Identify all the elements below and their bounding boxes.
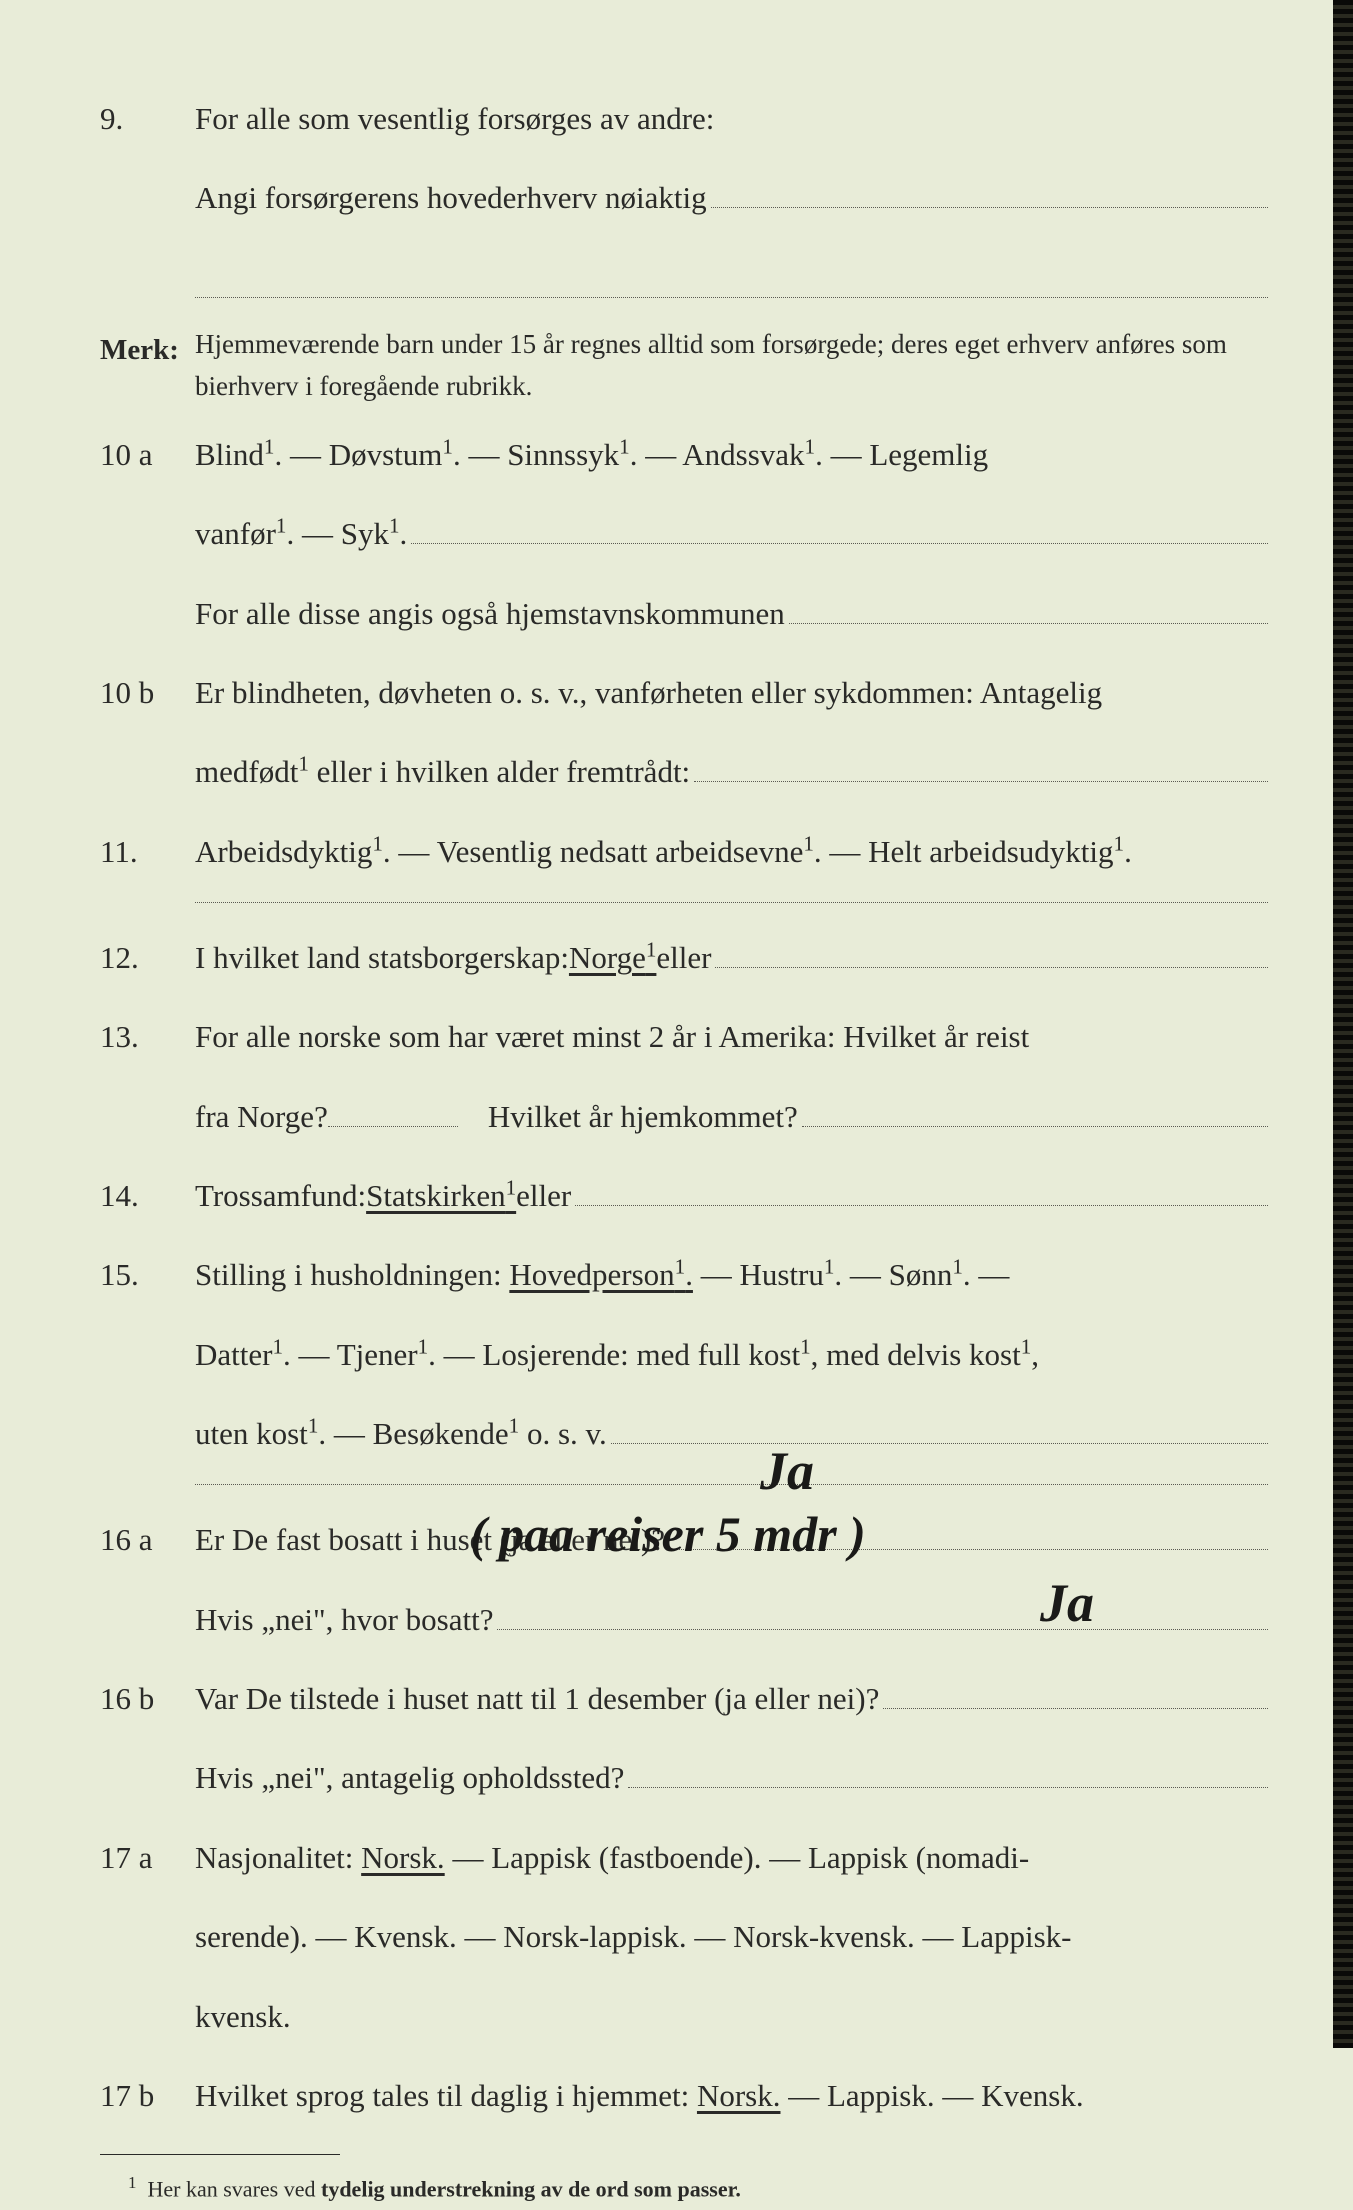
q16b-line1: Var De tilstede i huset natt til 1 desem… <box>195 1670 879 1727</box>
q15-row3: uten kost1. — Besøkende1 o. s. v. <box>100 1405 1268 1462</box>
q9-line1: For alle som vesentlig forsørges av andr… <box>195 90 1268 147</box>
q10b-row2: medfødt1 eller i hvilken alder fremtrådt… <box>100 743 1268 800</box>
q16b-num: 16 b <box>100 1670 195 1727</box>
q17a-text-a: Nasjonalitet: <box>195 1840 361 1875</box>
q9-row2: Angi forsørgerens hovederhverv nøiaktig <box>100 169 1268 226</box>
q17a-row2: serende). — Kvensk. — Norsk-lappisk. — N… <box>100 1908 1268 1965</box>
q15-text-a: Stilling i husholdningen: <box>195 1257 509 1292</box>
q10a-num: 10 a <box>100 426 195 483</box>
q10a-fill[interactable] <box>411 507 1268 544</box>
q16a-fill2[interactable] <box>497 1593 1268 1630</box>
q15-row2: Datter1. — Tjener1. — Losjerende: med fu… <box>100 1326 1268 1383</box>
q14-num: 14. <box>100 1167 195 1224</box>
q17b-u: Norsk. <box>697 2078 781 2113</box>
footnote-rule <box>100 2154 340 2155</box>
q17a-text-b: — Lappisk (fastboende). — Lappisk (nomad… <box>445 1840 1030 1875</box>
q10a-row2: vanfør1. — Syk1. <box>100 505 1268 562</box>
q16b-handwritten-ja: Ja <box>1040 1554 1094 1654</box>
q17b-text-a: Hvilket sprog tales til daglig i hjemmet… <box>195 2078 697 2113</box>
q17a-row3: kvensk. <box>100 1988 1268 2045</box>
footnote-text-a: Her kan svares ved <box>148 2177 322 2202</box>
footnote-bold: tydelig understrekning av de ord som pas… <box>321 2177 741 2202</box>
q10a-line3: For alle disse angis også hjemstavnskomm… <box>195 585 785 642</box>
footnote: 1 Her kan svares ved tydelig understrekn… <box>100 2167 1268 2210</box>
q16b-fill2[interactable] <box>628 1751 1268 1788</box>
merk-label: Merk: <box>100 324 195 408</box>
q16b-row2: Hvis „nei", antagelig opholdssted? <box>100 1749 1268 1806</box>
q11-sep <box>195 902 1268 903</box>
q12-text-a: I hvilket land statsborgerskap: <box>195 929 569 986</box>
q15-sep <box>195 1484 1268 1485</box>
q10a: 10 a Blind1. — Døvstum1. — Sinnssyk1. — … <box>100 426 1268 483</box>
perforated-edge <box>1333 0 1353 2048</box>
q16b-line2: Hvis „nei", antagelig opholdssted? <box>195 1749 624 1806</box>
q11-num: 11. <box>100 823 195 880</box>
q13-fill2[interactable] <box>802 1090 1268 1127</box>
q15-text-b: — Hustru1. — Sønn1. — <box>693 1257 1009 1292</box>
q13: 13. For alle norske som har været minst … <box>100 1008 1268 1065</box>
q17a-line2: serende). — Kvensk. — Norsk-lappisk. — N… <box>195 1908 1268 1965</box>
q10a-opts: Blind1. — Døvstum1. — Sinnssyk1. — Andss… <box>195 426 1268 483</box>
q13-num: 13. <box>100 1008 195 1065</box>
q15: 15. Stilling i husholdningen: Hovedperso… <box>100 1246 1268 1303</box>
q12-text-b: eller <box>656 929 711 986</box>
q11: 11. Arbeidsdyktig1. — Vesentlig nedsatt … <box>100 823 1268 880</box>
q17b: 17 b Hvilket sprog tales til daglig i hj… <box>100 2067 1268 2124</box>
q14-text-a: Trossamfund: <box>195 1167 366 1224</box>
q17a-line3: kvensk. <box>195 1988 1268 2045</box>
q15-fill[interactable] <box>611 1407 1268 1444</box>
q10b-line1: Er blindheten, døvheten o. s. v., vanfør… <box>195 664 1268 721</box>
q13-row2: fra Norge? Hvilket år hjemkommet? <box>100 1088 1268 1145</box>
q13-line1: For alle norske som har været minst 2 år… <box>195 1008 1268 1065</box>
q12: 12. I hvilket land statsborgerskap: Norg… <box>100 929 1268 986</box>
q13-line2a: fra Norge? <box>195 1088 328 1145</box>
q14-u: Statskirken1 <box>366 1167 516 1224</box>
q15-line2: Datter1. — Tjener1. — Losjerende: med fu… <box>195 1326 1268 1383</box>
footnote-marker: 1 <box>128 2173 137 2192</box>
q15-num: 15. <box>100 1246 195 1303</box>
q9-num: 9. <box>100 90 195 147</box>
q10a-line2a: vanfør1. — Syk1. <box>195 505 407 562</box>
q10a-fill2[interactable] <box>789 586 1268 623</box>
q14-fill[interactable] <box>575 1169 1268 1206</box>
q12-num: 12. <box>100 929 195 986</box>
q10b-line2: medfødt1 eller i hvilken alder fremtrådt… <box>195 743 690 800</box>
q9-blankline[interactable] <box>195 249 1268 299</box>
q12-fill[interactable] <box>715 931 1268 968</box>
q10b-num: 10 b <box>100 664 195 721</box>
q14-text-b: eller <box>516 1167 571 1224</box>
q14: 14. Trossamfund: Statskirken1 eller <box>100 1167 1268 1224</box>
q10b-fill[interactable] <box>694 745 1268 782</box>
q12-norge: Norge1 <box>569 929 656 986</box>
q16b-fill1[interactable] <box>883 1672 1268 1709</box>
q16a-num: 16 a <box>100 1511 195 1568</box>
q17a-u: Norsk. <box>361 1840 445 1875</box>
q10b: 10 b Er blindheten, døvheten o. s. v., v… <box>100 664 1268 721</box>
q17a-num: 17 a <box>100 1829 195 1886</box>
q17b-text-b: — Lappisk. — Kvensk. <box>780 2078 1083 2113</box>
q11-text: Arbeidsdyktig1. — Vesentlig nedsatt arbe… <box>195 823 1268 880</box>
q15-line3: uten kost1. — Besøkende1 o. s. v. <box>195 1405 607 1462</box>
q9-line2: Angi forsørgerens hovederhverv nøiaktig <box>195 169 707 226</box>
q15-u: Hovedperson1. <box>509 1257 693 1292</box>
merk-text: Hjemmeværende barn under 15 år regnes al… <box>195 324 1268 408</box>
q13-fill1[interactable] <box>328 1126 458 1127</box>
q9: 9. For alle som vesentlig forsørges av a… <box>100 90 1268 147</box>
q13-line2b: Hvilket år hjemkommet? <box>488 1088 798 1145</box>
q17b-num: 17 b <box>100 2067 195 2124</box>
q16b: 16 b Var De tilstede i huset natt til 1 … <box>100 1670 1268 1727</box>
q17a: 17 a Nasjonalitet: Norsk. — Lappisk (fas… <box>100 1829 1268 1886</box>
merk-note: Merk: Hjemmeværende barn under 15 år reg… <box>100 324 1268 408</box>
q16a-handwritten-note: ( paa reiser 5 mdr ) <box>470 1488 866 1581</box>
q10a-row3: For alle disse angis også hjemstavnskomm… <box>100 585 1268 642</box>
census-form-page: 9. For alle som vesentlig forsørges av a… <box>100 90 1268 2210</box>
q16a-line2: Hvis „nei", hvor bosatt? <box>195 1591 493 1648</box>
q9-fill[interactable] <box>711 171 1268 208</box>
